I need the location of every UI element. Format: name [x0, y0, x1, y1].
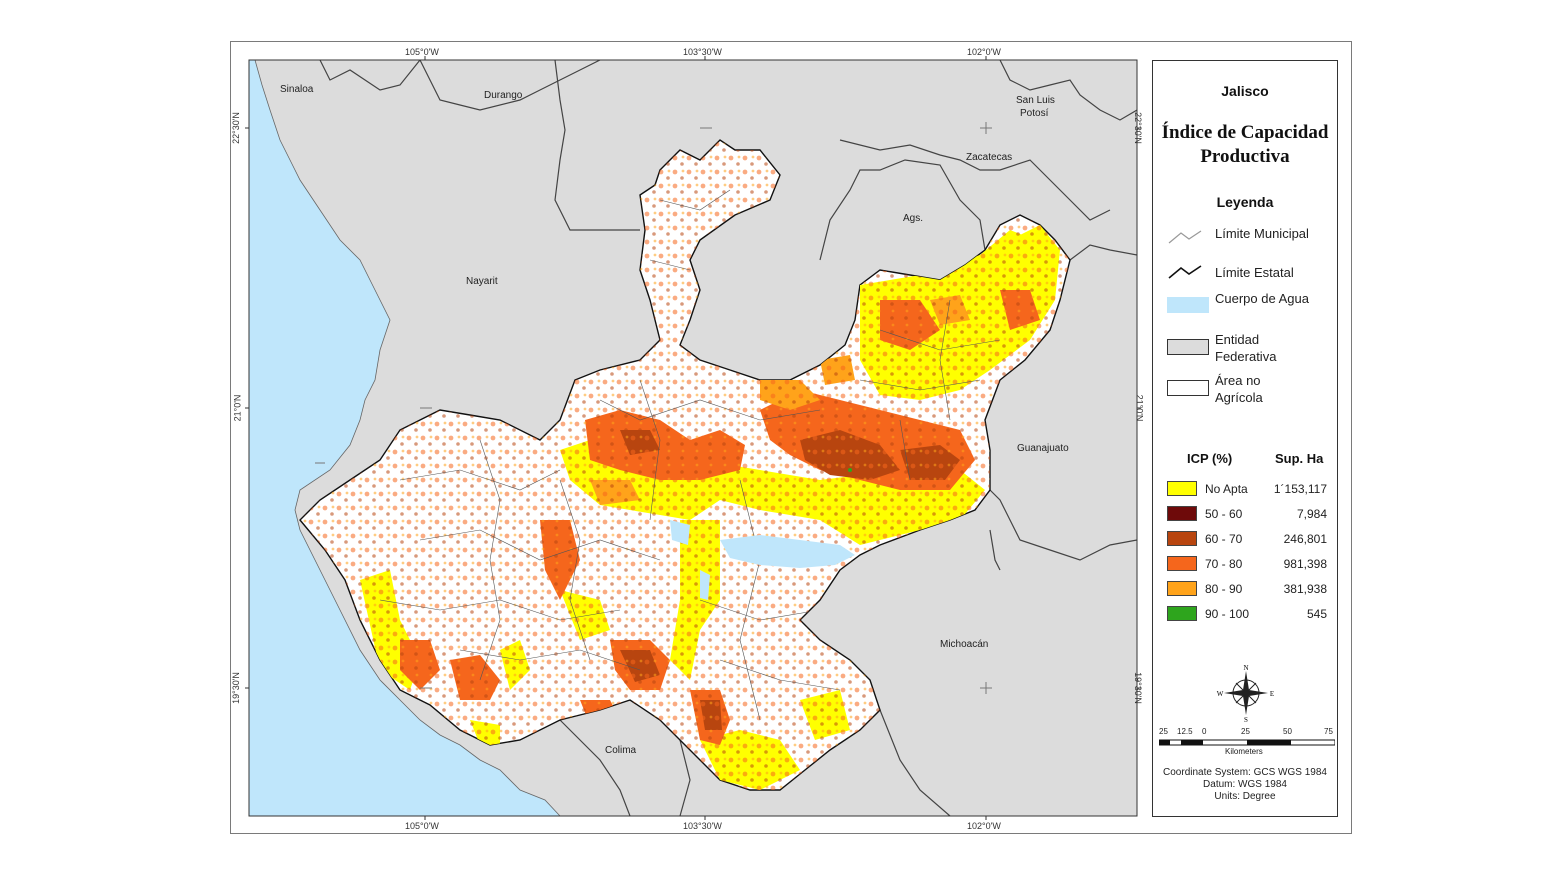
class-area: 545 [1306, 607, 1327, 621]
scale-tick-2: 12.5 [1177, 727, 1193, 736]
legend-label-noagri: Área no Agrícola [1215, 372, 1263, 406]
legend-title-line2: Productiva [1200, 146, 1290, 167]
ha-header: Sup. Ha [1275, 451, 1324, 466]
label-potosi: Potosí [1020, 108, 1049, 119]
compass-n: N [1243, 664, 1248, 672]
coord-top-3: 102°0'W [967, 47, 1001, 57]
legend-label-noagri-1: Área no [1215, 373, 1261, 388]
icp-class-row: 50 - 60 7,984 [1167, 506, 1327, 522]
coord-right-1: 22°30'N [1132, 112, 1143, 144]
class-area: 7,984 [1296, 507, 1327, 521]
class-range: No Apta [1205, 482, 1248, 496]
legend-label-entidad-1: Entidad [1215, 332, 1260, 347]
graticule-crosses [315, 122, 992, 694]
water-swatch-icon [1167, 297, 1209, 313]
water-body-small-2 [700, 570, 710, 600]
class-swatch [1167, 556, 1197, 571]
class-area: 381,938 [1283, 582, 1327, 596]
entity-swatch-icon [1167, 339, 1209, 355]
class-area: 1´153,117 [1273, 482, 1327, 496]
class-area: 246,801 [1283, 532, 1327, 546]
footer-datum: Datum: WGS 1984 [1203, 779, 1287, 790]
coord-right-2: 21°0'N [1134, 394, 1145, 422]
coord-left-3: 19°30'N [230, 672, 241, 704]
non-agri-swatch-icon [1167, 380, 1209, 396]
municipal-boundaries [379, 189, 1001, 721]
label-colima: Colima [605, 745, 637, 756]
footer-units: Units: Degree [1214, 791, 1276, 802]
legend-label-agua: Cuerpo de Agua [1215, 291, 1309, 306]
class-range: 80 - 90 [1205, 582, 1243, 596]
class-swatch [1167, 531, 1197, 546]
legend-main-title: Índice de Capacidad Productiva [1153, 121, 1337, 169]
coord-top-2: 103°30'W [683, 47, 722, 57]
class-range: 90 - 100 [1205, 607, 1250, 621]
compass-w: W [1217, 690, 1224, 698]
coord-bottom-1: 105°0'W [405, 821, 439, 831]
label-sinaloa: Sinaloa [280, 84, 314, 95]
icp-header: ICP (%) [1187, 451, 1233, 466]
legend-panel: Jalisco Índice de Capacidad Productiva L… [1152, 60, 1338, 817]
compass-rose-icon: N S W E [1217, 664, 1274, 723]
label-zacatecas: Zacatecas [966, 152, 1013, 163]
scale-tick-3: 0 [1202, 727, 1207, 736]
municipal-line-icon [1168, 230, 1202, 244]
legend-label-entidad: Entidad Federativa [1215, 331, 1276, 365]
coord-left-2: 21°0'N [232, 394, 243, 422]
scale-tick-1: 25 [1159, 727, 1168, 736]
label-michoacan: Michoacán [940, 639, 989, 650]
icp-class-row: 60 - 70 246,801 [1167, 531, 1327, 547]
class-range: 70 - 80 [1205, 557, 1243, 571]
lake-chapala [720, 535, 855, 568]
coord-top-1: 105°0'W [405, 47, 439, 57]
legend-label-entidad-2: Federativa [1215, 349, 1277, 364]
label-guanajuato: Guanajuato [1017, 443, 1069, 454]
legend-label-municipal: Límite Municipal [1215, 226, 1309, 241]
class-range: 60 - 70 [1205, 532, 1243, 546]
scale-tick-5: 50 [1283, 727, 1292, 736]
compass-s: S [1244, 716, 1248, 723]
scale-unit: Kilometers [1225, 747, 1263, 756]
class-scatter [300, 140, 1070, 790]
icp-class-row: 90 - 100 545 [1167, 606, 1327, 622]
legend-region: Jalisco [1221, 83, 1269, 99]
class-swatch [1167, 506, 1197, 521]
coord-right-3: 19°30'N [1132, 672, 1143, 704]
icp-class-row: 80 - 90 381,938 [1167, 581, 1327, 597]
class-swatch [1167, 606, 1197, 621]
label-nayarit: Nayarit [466, 276, 498, 287]
icp-classes [300, 140, 1070, 790]
label-durango: Durango [484, 90, 523, 101]
scale-bar [1159, 739, 1335, 746]
class-range: 50 - 60 [1205, 507, 1243, 521]
map-border [248, 59, 1138, 817]
map-ticks [245, 56, 1141, 820]
scale-tick-4: 25 [1241, 727, 1250, 736]
icp-class-row: 70 - 80 981,398 [1167, 556, 1327, 572]
legend-heading: Leyenda [1216, 194, 1274, 210]
state-borders [319, 60, 1137, 816]
class-swatch [1167, 581, 1197, 596]
legend-title-line1: Índice de Capacidad [1161, 122, 1329, 143]
scale-tick-6: 75 [1324, 727, 1333, 736]
coord-bottom-3: 102°0'W [967, 821, 1001, 831]
class-swatch [1167, 481, 1197, 496]
icp-class-row: No Apta 1´153,117 [1167, 481, 1327, 497]
class-90-100 [848, 468, 852, 472]
label-san-luis: San Luis [1016, 95, 1055, 106]
footer-coord-system: Coordinate System: GCS WGS 1984 [1163, 767, 1327, 778]
coord-left-1: 22°30'N [230, 112, 241, 144]
state-line-icon [1168, 265, 1202, 279]
legend-label-noagri-2: Agrícola [1215, 390, 1263, 405]
water-body-small [670, 520, 690, 545]
label-ags: Ags. [903, 213, 924, 224]
class-area: 981,398 [1283, 557, 1327, 571]
legend-label-estatal: Límite Estatal [1215, 265, 1294, 280]
coord-bottom-2: 103°30'W [683, 821, 722, 831]
compass-e: E [1270, 690, 1274, 698]
